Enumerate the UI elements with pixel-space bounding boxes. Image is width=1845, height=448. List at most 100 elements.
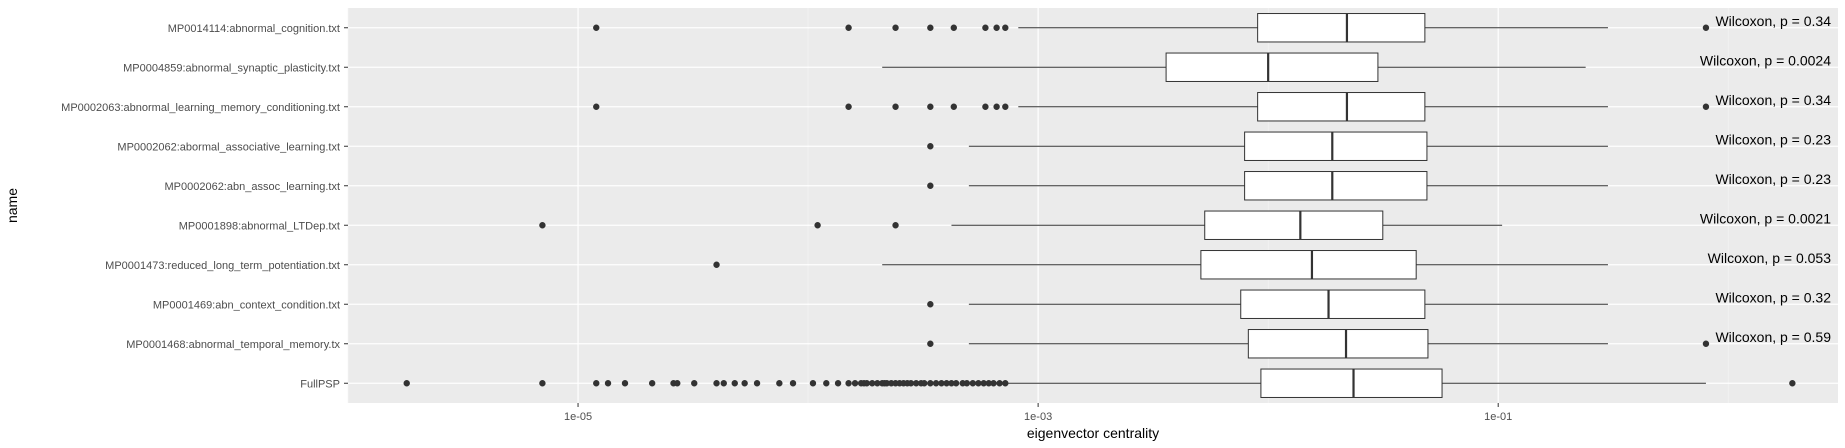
axes-layer: MP0014114:abnormal_cognition.txt MP000485… <box>61 23 1512 423</box>
outlier-point <box>814 222 821 229</box>
annotations-layer: Wilcoxon, p = 0.34 Wilcoxon, p = 0.0024 Wi… <box>1700 13 1831 345</box>
outlier-point <box>996 380 1003 387</box>
outlier-point <box>691 380 698 387</box>
wilcoxon-annotation: Wilcoxon, p = 0.0021 <box>1700 210 1831 226</box>
outlier-point <box>927 182 934 189</box>
outlier-point <box>403 380 410 387</box>
box <box>1260 368 1443 398</box>
x-tick-label: 1e-01 <box>1484 411 1512 423</box>
outlier-point <box>823 380 830 387</box>
outlier-point <box>845 380 852 387</box>
outlier-point <box>921 380 928 387</box>
outlier-point <box>845 103 852 110</box>
outlier-point <box>648 380 656 387</box>
outlier-point <box>969 380 976 387</box>
outlier-point <box>1002 103 1009 110</box>
boxplot-7 <box>927 289 1608 319</box>
outlier-point <box>713 261 720 268</box>
outlier-point <box>892 24 899 31</box>
x-axis-title: eigenvector centrality <box>1027 425 1159 441</box>
outlier-point <box>869 380 876 387</box>
outlier-point <box>943 380 950 387</box>
outlier-point <box>993 24 1000 31</box>
outlier-point <box>789 380 797 387</box>
box <box>1240 289 1426 319</box>
outlier-point <box>892 103 899 110</box>
outlier-point <box>539 380 546 387</box>
x-tick-label: 1e-05 <box>564 411 592 423</box>
box <box>1257 13 1426 43</box>
boxplot-9 <box>403 368 1796 398</box>
outlier-point <box>912 380 920 387</box>
panel-background <box>348 8 1838 403</box>
outlier-point <box>927 143 934 150</box>
outlier-point <box>950 103 958 110</box>
y-tick-label: MP0002063:abnormal_learning_memory_condi… <box>61 102 340 114</box>
outlier-point <box>948 380 955 387</box>
outlier-point <box>927 103 934 110</box>
y-tick-label: MP0004859:abnormal_synaptic_plasticity.t… <box>123 62 340 74</box>
wilcoxon-annotation: Wilcoxon, p = 0.23 <box>1715 171 1831 187</box>
box <box>1244 171 1428 201</box>
outlier-point <box>863 380 871 387</box>
outlier-point <box>950 24 958 31</box>
wilcoxon-annotation: Wilcoxon, p = 0.59 <box>1715 329 1831 345</box>
outlier-point <box>938 380 945 387</box>
outlier-point <box>593 380 600 387</box>
y-tick-label: MP0002062:abormal_associative_learning.t… <box>117 141 340 153</box>
y-tick-label: FullPSP <box>300 378 340 390</box>
outlier-point <box>952 380 960 387</box>
y-tick-label: MP0014114:abnormal_cognition.txt <box>168 23 340 35</box>
wilcoxon-annotation: Wilcoxon, p = 0.34 <box>1715 92 1831 108</box>
outlier-point <box>932 380 940 387</box>
box <box>1200 250 1417 280</box>
outlier-point <box>963 380 971 387</box>
wilcoxon-annotation: Wilcoxon, p = 0.23 <box>1715 131 1831 147</box>
boxplot-5 <box>539 210 1503 240</box>
boxplot-1 <box>882 52 1586 82</box>
outlier-point <box>674 380 681 387</box>
boxplot-8 <box>927 329 1710 359</box>
outlier-point <box>753 380 761 387</box>
outlier-point <box>874 380 881 387</box>
box <box>1257 92 1426 122</box>
outlier-point <box>892 222 899 229</box>
outlier-point <box>1702 340 1710 347</box>
boxplot-2 <box>593 92 1710 122</box>
box <box>1165 52 1379 82</box>
outlier-point <box>834 380 842 387</box>
plot-panel <box>348 8 1838 403</box>
outlier-point <box>980 380 987 387</box>
wilcoxon-annotation: Wilcoxon, p = 0.0024 <box>1700 52 1831 68</box>
outlier-point <box>713 380 720 387</box>
outlier-point <box>720 380 727 387</box>
outlier-point <box>985 380 992 387</box>
boxes-layer <box>403 13 1796 398</box>
outlier-point <box>1702 103 1710 110</box>
outlier-point <box>927 301 934 308</box>
outlier-point <box>975 380 982 387</box>
outlier-point <box>741 380 748 387</box>
outlier-point <box>731 380 738 387</box>
outlier-point <box>883 380 891 387</box>
outlier-point <box>1002 380 1009 387</box>
outlier-point <box>593 24 600 31</box>
outlier-point <box>927 380 934 387</box>
outlier-point <box>1702 24 1710 31</box>
outlier-point <box>907 380 915 387</box>
outlier-point <box>776 380 783 387</box>
outlier-point <box>982 24 989 31</box>
wilcoxon-annotation: Wilcoxon, p = 0.34 <box>1715 13 1831 29</box>
outlier-point <box>1002 24 1009 31</box>
box <box>1244 131 1428 161</box>
wilcoxon-annotation: Wilcoxon, p = 0.053 <box>1708 250 1832 266</box>
outlier-point <box>845 24 852 31</box>
x-tick-label: 1e-03 <box>1024 411 1052 423</box>
outlier-point <box>809 380 817 387</box>
wilcoxon-annotation: Wilcoxon, p = 0.32 <box>1715 289 1831 305</box>
outlier-point <box>604 380 612 387</box>
boxplot-6 <box>713 250 1608 280</box>
outlier-point <box>1789 380 1796 387</box>
y-tick-label: MP0001468:abnormal_temporal_memory.tx <box>126 339 340 351</box>
